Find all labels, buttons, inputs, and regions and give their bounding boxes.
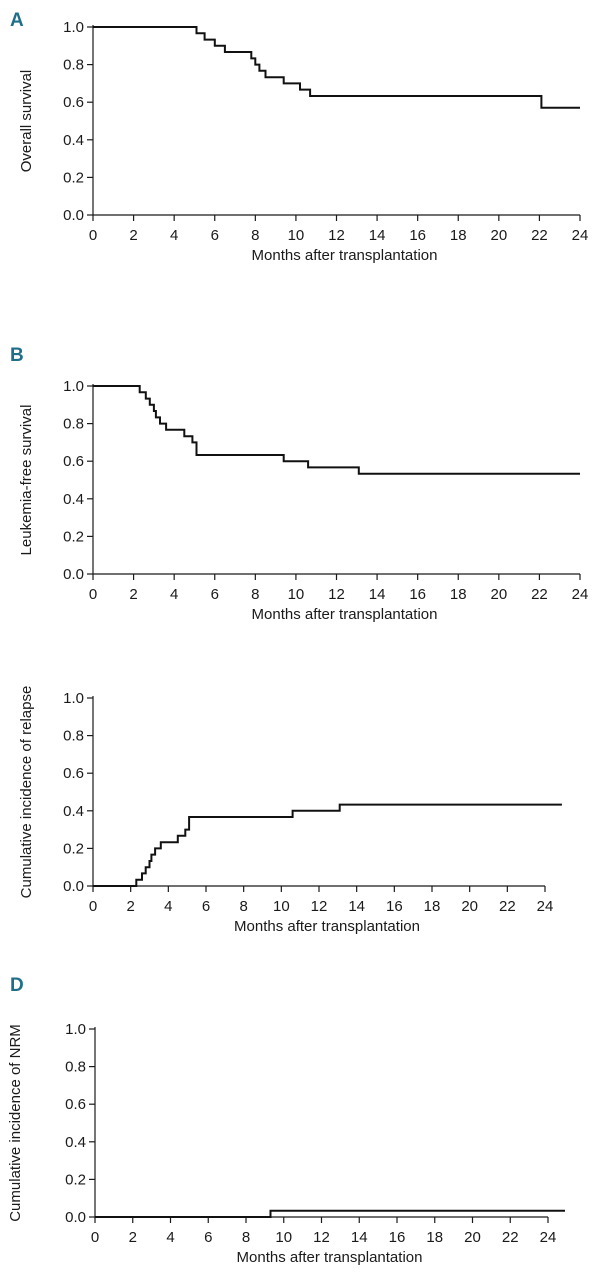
x-tick-label: 18 (424, 898, 441, 915)
x-tick-label: 16 (409, 586, 426, 603)
x-axis-label: Months after transplantation (237, 1249, 423, 1266)
chart-panel-3: 0.00.20.40.60.81.00 2 4 6 8 10 12 14 16 18 20 22 24M… (18, 686, 562, 935)
y-tick-label: 0.6 (65, 1096, 86, 1113)
panel-label: A (10, 10, 24, 31)
x-tick-label: 16 (409, 227, 426, 244)
y-tick-label: 0.8 (63, 416, 84, 433)
y-tick-label: 0.0 (63, 878, 84, 895)
x-tick-label: 4 (170, 227, 178, 244)
x-tick-label: 4 (170, 586, 178, 603)
y-tick-label: 0.4 (63, 132, 84, 149)
x-tick-label: 20 (461, 898, 478, 915)
step-curve-series-1 (93, 385, 580, 475)
x-tick-label: 6 (202, 898, 210, 915)
x-tick-label: 20 (490, 227, 507, 244)
x-tick-label: 14 (369, 586, 386, 603)
step-curve-series-1 (95, 1209, 565, 1218)
y-tick-label: 0.2 (65, 1171, 86, 1188)
y-tick-label: 0.4 (63, 803, 84, 820)
x-tick-label: 16 (386, 898, 403, 915)
x-tick-label: 0 (91, 1229, 99, 1246)
x-tick-label: 14 (351, 1229, 368, 1246)
y-tick-label: 0.8 (63, 728, 84, 745)
x-tick-label: 24 (537, 898, 554, 915)
x-tick-label: 18 (426, 1229, 443, 1246)
y-axis-label: Cumulative incidence of NRM (7, 1024, 24, 1222)
x-tick-label: 10 (275, 1229, 292, 1246)
x-tick-label: 10 (288, 586, 305, 603)
y-axis-label: Leukemia-free survival (18, 405, 35, 556)
x-tick-label: 4 (164, 898, 172, 915)
x-tick-label: 0 (89, 586, 97, 603)
x-tick-label: 20 (490, 586, 507, 603)
x-axis-label: Months after transplantation (252, 247, 438, 264)
x-tick-label: 6 (211, 586, 219, 603)
panel-label: B (10, 345, 24, 366)
y-tick-label: 0.6 (63, 453, 84, 470)
x-tick-label: 20 (464, 1229, 481, 1246)
x-tick-label: 2 (129, 227, 137, 244)
y-tick-label: 0.4 (65, 1134, 86, 1151)
x-tick-label: 8 (242, 1229, 250, 1246)
x-tick-label: 8 (251, 227, 259, 244)
y-tick-label: 0.2 (63, 528, 84, 545)
x-tick-label: 14 (369, 227, 386, 244)
x-axis-label: Months after transplantation (252, 606, 438, 623)
x-tick-label: 0 (89, 227, 97, 244)
y-tick-label: 0.6 (63, 765, 84, 782)
y-tick-label: 0.0 (65, 1209, 86, 1226)
x-axis-label: Months after transplantation (234, 918, 420, 935)
step-curve-series-1 (93, 26, 580, 109)
x-tick-label: 8 (251, 586, 259, 603)
x-tick-label: 22 (499, 898, 516, 915)
y-tick-label: 0.0 (63, 566, 84, 583)
y-tick-label: 0.2 (63, 169, 84, 186)
x-tick-label: 4 (166, 1229, 174, 1246)
x-tick-label: 22 (531, 227, 548, 244)
y-tick-label: 0.8 (63, 57, 84, 74)
x-tick-label: 10 (288, 227, 305, 244)
y-tick-label: 1.0 (63, 690, 84, 707)
x-tick-label: 12 (311, 898, 328, 915)
x-tick-label: 12 (313, 1229, 330, 1246)
y-tick-label: 0.4 (63, 491, 84, 508)
x-tick-label: 24 (572, 586, 589, 603)
x-tick-label: 6 (204, 1229, 212, 1246)
x-tick-label: 18 (450, 586, 467, 603)
panel-label: D (10, 975, 24, 996)
step-curve-series-1 (93, 803, 562, 887)
x-tick-label: 24 (540, 1229, 557, 1246)
x-tick-label: 10 (273, 898, 290, 915)
y-axis-label: Overall survival (18, 70, 35, 173)
x-tick-label: 6 (211, 227, 219, 244)
y-tick-label: 0.6 (63, 94, 84, 111)
x-tick-label: 16 (389, 1229, 406, 1246)
chart-panel-2: B0.00.20.40.60.81.00 2 4 6 8 10 12 14 16 18 20 22 24… (10, 345, 588, 623)
x-tick-label: 22 (502, 1229, 519, 1246)
x-tick-label: 2 (129, 586, 137, 603)
x-tick-label: 0 (89, 898, 97, 915)
chart-panel-4: D0.00.20.40.60.81.00 2 4 6 8 10 12 14 16 18 20 22 24… (7, 975, 565, 1266)
x-tick-label: 24 (572, 227, 589, 244)
y-tick-label: 1.0 (63, 19, 84, 36)
x-tick-label: 18 (450, 227, 467, 244)
chart-panel-1: A0.00.20.40.60.81.00 2 4 6 8 10 12 14 16 18 20 22 24… (10, 10, 588, 264)
y-tick-label: 1.0 (65, 1021, 86, 1038)
y-tick-label: 0.8 (65, 1059, 86, 1076)
x-tick-label: 22 (531, 586, 548, 603)
x-tick-label: 2 (126, 898, 134, 915)
x-tick-label: 8 (239, 898, 247, 915)
x-tick-label: 12 (328, 586, 345, 603)
x-tick-label: 2 (129, 1229, 137, 1246)
x-tick-label: 14 (348, 898, 365, 915)
y-tick-label: 0.0 (63, 207, 84, 224)
y-tick-label: 1.0 (63, 378, 84, 395)
x-tick-label: 12 (328, 227, 345, 244)
y-tick-label: 0.2 (63, 840, 84, 857)
y-axis-label: Cumulative incidence of relapse (18, 686, 35, 899)
